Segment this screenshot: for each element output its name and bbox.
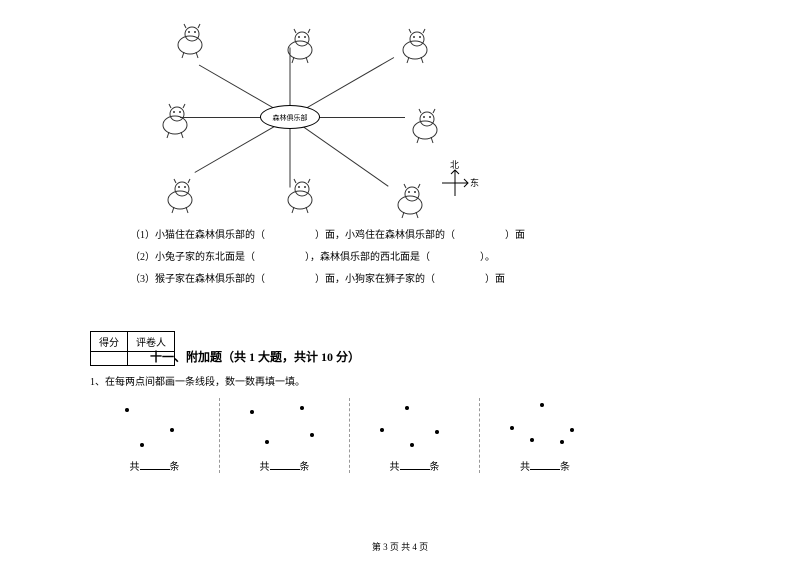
q2-part-a: （2）小兔子家的东北面是（ (130, 252, 255, 263)
q3-part-a: （3）猴子家在森林俱乐部的（ (130, 274, 265, 285)
q3-part-b: ）面，小狗家在狮子家的（ (315, 274, 435, 285)
score-header-1: 得分 (91, 332, 128, 352)
compass-icon: 北 东 (440, 168, 470, 200)
q1-part-a: （1）小猫住在森林俱乐部的（ (130, 230, 265, 241)
dots-group-1: 共条 (90, 398, 220, 473)
dots-count-label: 共条 (220, 458, 349, 473)
dots-group-4: 共条 (480, 398, 610, 473)
dots-count-label: 共条 (350, 458, 479, 473)
fill-blank-questions: （1）小猫住在森林俱乐部的（ ）面，小鸡住在森林俱乐部的（ ）面 （2）小兔子家的东… (130, 225, 710, 291)
page-footer: 第 3 页 共 4 页 (0, 540, 800, 553)
q2-part-b: ），森林俱乐部的西北面是（ (305, 252, 430, 263)
q2-part-c: ）。 (480, 252, 495, 263)
q1-part-c: ）面 (505, 230, 525, 241)
question-3: （3）猴子家在森林俱乐部的（ ）面，小狗家在狮子家的（ ）面 (130, 269, 710, 291)
q1-part-b: ）面，小鸡住在森林俱乐部的（ (315, 230, 455, 241)
section-11-question: 1、在每两点间都画一条线段，数一数再填一填。 (90, 373, 710, 388)
monkey-icon (280, 175, 320, 215)
dots-count-label: 共条 (480, 458, 610, 473)
dots-groups: 共条共条共条共条 (90, 398, 710, 473)
q3-part-c: ）面 (485, 274, 505, 285)
chick-icon (405, 105, 445, 145)
question-2: （2）小兔子家的东北面是（ ），森林俱乐部的西北面是（ ）。 (130, 247, 710, 269)
diagram-container: 森林俱乐部 北 东 (130, 20, 450, 210)
dog-icon (155, 100, 195, 140)
score-cell[interactable] (91, 352, 128, 366)
section-11-title: 十一、附加题（共 1 大题，共计 10 分） (150, 348, 710, 365)
dots-count-label: 共条 (90, 458, 219, 473)
question-1: （1）小猫住在森林俱乐部的（ ）面，小鸡住在森林俱乐部的（ ）面 (130, 225, 710, 247)
cat-icon (280, 25, 320, 65)
compass-east-label: 东 (470, 176, 479, 189)
dots-group-3: 共条 (350, 398, 480, 473)
compass-north-label: 北 (450, 158, 459, 171)
dots-group-2: 共条 (220, 398, 350, 473)
pig-icon (390, 180, 430, 220)
lion-icon (170, 20, 210, 60)
center-oval-label: 森林俱乐部 (260, 105, 320, 129)
tiger-icon (395, 25, 435, 65)
rabbit-icon (160, 175, 200, 215)
